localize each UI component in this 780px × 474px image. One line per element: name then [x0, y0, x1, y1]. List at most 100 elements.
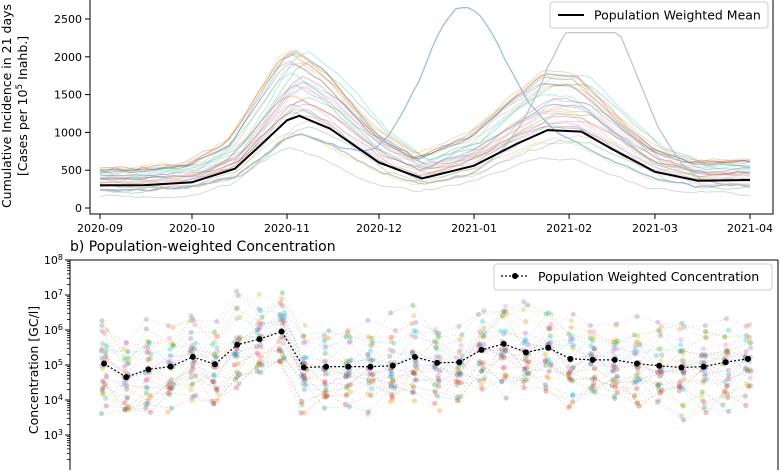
- region-point-b: [300, 371, 306, 378]
- region-point-b: [146, 356, 152, 362]
- region-point-b: [632, 351, 639, 357]
- region-point-b: [436, 332, 442, 338]
- concentration-point: [323, 363, 330, 370]
- region-point-b: [632, 342, 639, 349]
- region-point-b: [725, 347, 731, 353]
- region-series-line-b: [106, 360, 747, 414]
- region-point-b: [256, 306, 262, 312]
- region-point-b: [634, 366, 641, 372]
- region-point-b: [548, 363, 554, 369]
- region-point-b: [655, 368, 661, 374]
- region-series-b: [100, 345, 752, 407]
- region-point-b: [521, 339, 527, 346]
- region-point-b: [189, 342, 195, 349]
- region-point-b: [100, 386, 106, 392]
- region-point-b: [276, 338, 282, 344]
- region-point-b: [169, 340, 175, 346]
- region-point-b: [144, 338, 150, 344]
- region-point-b: [567, 403, 573, 409]
- region-point-b: [233, 305, 239, 311]
- region-point-b: [103, 372, 109, 378]
- region-point-b: [609, 383, 615, 389]
- region-point-b: [679, 320, 685, 326]
- region-point-b: [276, 348, 282, 354]
- y-tick-label-b: 104: [44, 393, 63, 408]
- region-point-b: [503, 328, 509, 334]
- region-point-b: [722, 334, 728, 340]
- region-point-b: [279, 317, 286, 323]
- region-point-b: [278, 359, 284, 365]
- region-point-b: [278, 312, 284, 319]
- region-point-b: [234, 353, 240, 359]
- region-point-b: [570, 343, 576, 349]
- region-point-b: [302, 375, 308, 382]
- region-series-line-a: [99, 86, 751, 185]
- region-point-b: [211, 401, 217, 407]
- region-point-b: [212, 354, 219, 360]
- region-point-b: [659, 387, 665, 393]
- region-series-line-a: [99, 50, 751, 173]
- region-point-b: [347, 338, 353, 344]
- region-point-b: [103, 395, 109, 401]
- region-point-b: [211, 329, 218, 335]
- region-point-b: [588, 385, 594, 391]
- population-weighted-concentration-line: [103, 330, 749, 378]
- region-point-b: [681, 386, 687, 392]
- region-point-b: [570, 399, 576, 405]
- region-point-b: [125, 349, 131, 355]
- region-point-b: [213, 333, 219, 339]
- concentration-point: [278, 328, 285, 335]
- region-point-b: [499, 314, 506, 320]
- region-point-b: [610, 368, 616, 374]
- region-point-b: [210, 373, 217, 379]
- region-point-b: [322, 378, 328, 385]
- region-series-line-a: [99, 82, 751, 177]
- region-point-b: [100, 366, 106, 372]
- region-point-b: [631, 332, 637, 338]
- region-point-b: [744, 367, 751, 373]
- region-point-b: [411, 370, 417, 376]
- region-point-b: [478, 368, 485, 374]
- region-point-b: [526, 359, 532, 365]
- region-point-b: [477, 332, 483, 338]
- region-point-b: [747, 340, 753, 346]
- region-point-b: [657, 329, 663, 335]
- region-point-b: [677, 379, 683, 385]
- region-point-b: [637, 342, 643, 348]
- region-point-b: [123, 340, 129, 346]
- region-point-b: [100, 390, 106, 397]
- region-point-b: [747, 383, 754, 389]
- region-point-b: [548, 321, 554, 327]
- region-point-b: [522, 330, 529, 336]
- region-point-b: [166, 335, 172, 342]
- region-point-b: [168, 405, 175, 411]
- region-point-b: [232, 354, 239, 360]
- region-point-b: [254, 329, 260, 336]
- region-point-b: [522, 355, 529, 361]
- region-point-b: [632, 377, 638, 383]
- region-point-b: [143, 390, 149, 396]
- region-point-b: [703, 329, 709, 335]
- region-point-b: [213, 354, 220, 360]
- concentration-point: [656, 362, 663, 369]
- region-point-b: [188, 369, 194, 376]
- region-point-b: [392, 327, 398, 334]
- region-series-line-a: [99, 63, 751, 171]
- region-point-b: [456, 364, 462, 370]
- region-point-b: [147, 409, 154, 415]
- region-point-b: [236, 372, 242, 378]
- concentration-point: [700, 363, 707, 370]
- region-point-b: [191, 359, 197, 365]
- region-point-b: [501, 355, 507, 361]
- region-point-b: [390, 378, 396, 384]
- region-point-b: [188, 374, 194, 380]
- region-point-b: [676, 384, 683, 390]
- region-point-b: [321, 358, 327, 364]
- region-point-b: [343, 334, 349, 340]
- region-point-b: [614, 373, 620, 379]
- region-point-b: [654, 381, 660, 387]
- region-point-b: [656, 327, 662, 333]
- region-point-b: [259, 362, 265, 368]
- region-point-b: [612, 364, 618, 370]
- region-point-b: [747, 375, 753, 381]
